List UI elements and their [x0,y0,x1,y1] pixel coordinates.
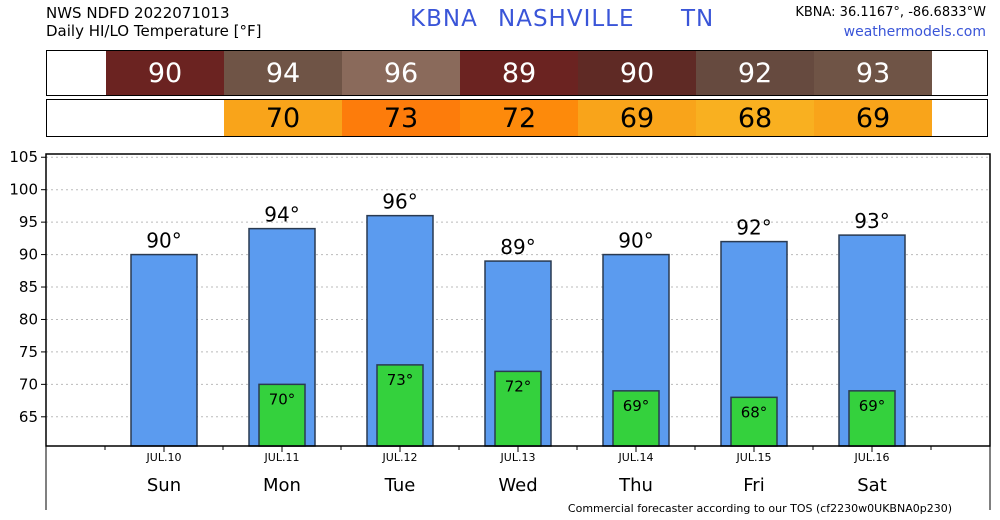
y-tick-label: 105 [9,148,38,166]
low-temp-cell: 72 [460,100,578,136]
day-label: Fri [743,475,764,496]
high-temp-label: 92° [736,216,771,240]
day-label: Tue [384,475,416,496]
date-label: JUL.15 [736,451,772,464]
date-label: JUL.10 [146,451,182,464]
y-tick-label: 80 [19,310,38,328]
high-temp-label: 90° [618,229,653,253]
y-tick-label: 70 [19,375,38,393]
station-city: NASHVILLE [498,6,635,32]
day-label: Wed [498,475,537,496]
high-temp-label: 90° [146,229,181,253]
high-temp-label: 89° [500,235,535,259]
station-coordinates: KBNA: 36.1167°, -86.6833°W [795,5,986,20]
day-label: Mon [263,475,301,496]
plot-frame [45,153,991,447]
low-temp-label: 69° [859,397,886,415]
low-temp-bar [376,364,424,447]
high-temp-cell: 90 [106,51,224,95]
date-label: JUL.13 [500,451,536,464]
day-label: Thu [618,475,653,496]
y-tick-label: 75 [19,343,38,361]
low-temp-bar [730,396,778,447]
low-temp-label: 70° [269,390,296,408]
y-tick-label: 100 [9,181,38,199]
low-temp-cell: 69 [578,100,696,136]
station-id: KBNA [410,6,478,32]
low-temp-cell: 70 [224,100,342,136]
high-temp-cell: 94 [224,51,342,95]
low-temp-cell: 69 [814,100,932,136]
high-temp-cell: 90 [578,51,696,95]
date-label: JUL.16 [854,451,890,464]
low-temp-label: 68° [741,403,768,421]
high-temp-cell: 92 [696,51,814,95]
high-temp-cell: 96 [342,51,460,95]
day-label: Sun [147,475,181,496]
low-temp-bar [848,390,896,447]
footer-note: Commercial forecaster according to our T… [567,502,952,515]
high-temp-cell: 89 [460,51,578,95]
day-label: Sat [857,475,887,496]
high-temperature-strip: 90 94 96 89 90 92 93 [46,50,988,96]
date-label: JUL.11 [264,451,300,464]
low-temp-label: 72° [505,377,532,395]
low-temperature-strip: 70 73 72 69 68 69 [46,99,988,137]
low-temp-cell: 73 [342,100,460,136]
high-temp-label: 93° [854,209,889,233]
y-tick-label: 65 [19,408,38,426]
product-label: Daily HI/LO Temperature [°F] [46,22,262,40]
station-state: TN [681,6,715,32]
y-tick-label: 85 [19,278,38,296]
low-temp-label: 69° [623,397,650,415]
y-tick-label: 90 [19,246,38,264]
high-temp-bar [130,253,198,447]
date-label: JUL.12 [382,451,418,464]
high-temp-label: 96° [382,190,417,214]
high-temp-cell: 93 [814,51,932,95]
y-tick-label: 95 [19,213,38,231]
low-temp-cell: 68 [696,100,814,136]
site-link[interactable]: weathermodels.com [843,24,986,40]
date-label: JUL.14 [618,451,654,464]
high-temp-label: 94° [264,203,299,227]
low-temp-label: 73° [387,371,414,389]
low-temp-bar [612,390,660,447]
model-run-label: NWS NDFD 2022071013 [46,4,230,22]
